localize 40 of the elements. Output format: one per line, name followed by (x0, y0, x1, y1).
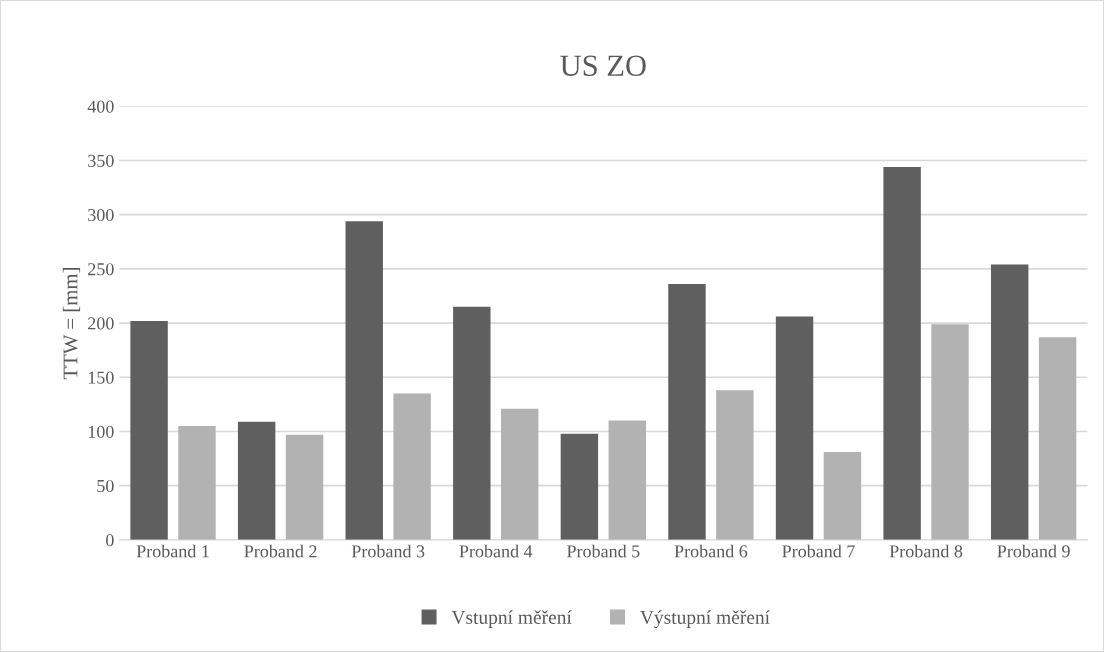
x-tick-label: Proband 8 (889, 544, 963, 558)
bar (501, 408, 539, 540)
bar (237, 421, 276, 540)
legend-label: Výstupní měření (640, 610, 770, 628)
y-tick-label: 400 (87, 100, 114, 113)
bar (178, 426, 216, 540)
y-tick-label: 300 (88, 208, 114, 222)
bar (931, 324, 969, 540)
bar (393, 393, 431, 540)
bar (345, 221, 383, 540)
bar (668, 284, 706, 540)
y-tick-label: 200 (88, 317, 114, 330)
x-tick-label: Proband 7 (782, 544, 855, 558)
y-tick-label: 100 (88, 425, 114, 438)
bar (775, 316, 814, 540)
bar (883, 166, 921, 540)
x-tick-label: Proband 3 (351, 544, 425, 558)
bar (716, 390, 754, 540)
bar (823, 452, 862, 540)
bar (453, 306, 491, 540)
x-tick-label: Proband 9 (997, 544, 1070, 558)
bar (130, 320, 168, 540)
y-axis-title: TTW = [mm] (62, 268, 81, 380)
bar (1038, 337, 1077, 540)
x-tick-label: Proband 5 (566, 544, 640, 558)
y-tick-label: 150 (88, 371, 114, 384)
y-tick-label: 350 (88, 154, 114, 167)
x-tick-label: Proband 1 (136, 544, 209, 558)
bar (990, 264, 1029, 540)
y-tick-label: 0 (106, 534, 114, 547)
x-tick-label: Proband 6 (674, 544, 748, 558)
chart-title: US ZO (560, 55, 646, 77)
y-tick-label: 250 (88, 263, 114, 276)
legend-label: Vstupní měření (451, 610, 572, 628)
bar (560, 433, 599, 540)
y-tick-label: 50 (97, 479, 114, 493)
x-tick-label: Proband 4 (459, 544, 533, 558)
x-tick-label: Proband 2 (244, 544, 317, 558)
bar (285, 434, 324, 540)
bar (608, 420, 646, 540)
